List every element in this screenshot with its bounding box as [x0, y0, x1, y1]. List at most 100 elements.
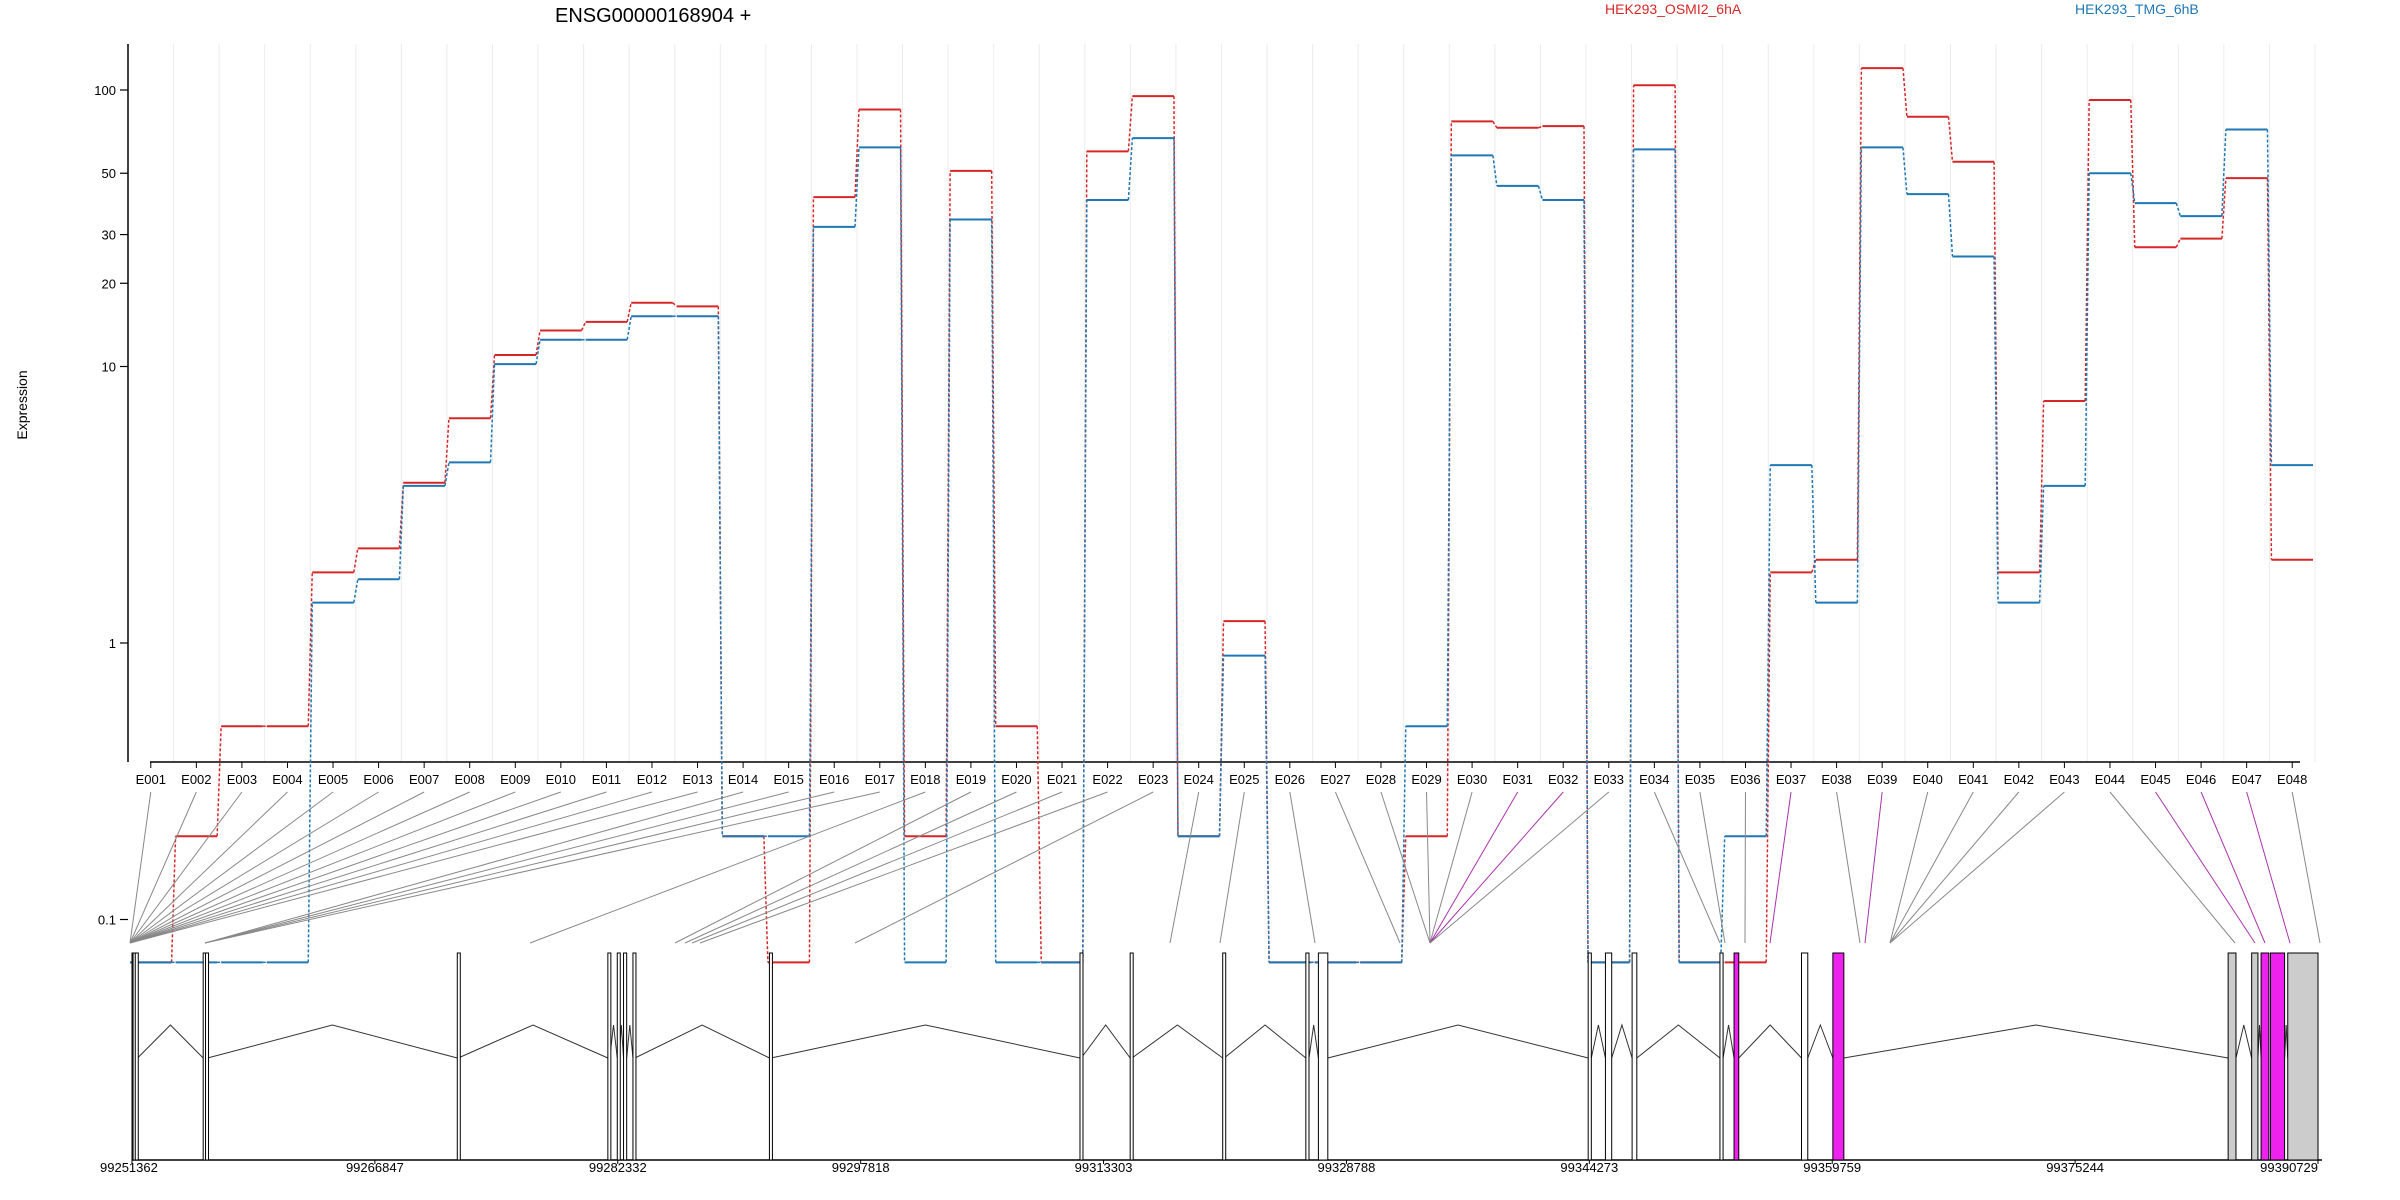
series-riser: [2175, 238, 2181, 248]
series-riser: [1856, 68, 1863, 560]
coord-label: 99344273: [1560, 1160, 1618, 1175]
exon-connector: [129, 791, 288, 944]
exon-label: E033: [1594, 772, 1624, 787]
exon-box: [1305, 952, 1310, 1161]
axes: 0.1 1 10 20 30 50 100 E001 E002 E003 E004 E005 E006 E…: [94, 44, 2307, 928]
exon-connector: [1889, 791, 2065, 944]
intron-line: [1843, 1024, 2229, 1059]
series-riser: [990, 219, 997, 963]
exon-connector: [129, 791, 698, 944]
exon-label: E027: [1320, 772, 1350, 787]
exon-box: [1719, 952, 1724, 1161]
series-riser: [353, 548, 359, 573]
series-riser: [216, 726, 222, 837]
exon-box: [2269, 952, 2286, 1161]
exon-connector: [204, 791, 744, 944]
exon-box: [456, 952, 461, 1161]
exon-connector: [2246, 791, 2291, 944]
exon-box: [1129, 952, 1134, 1161]
series-riser: [1765, 465, 1771, 837]
exon-connector: [1769, 791, 1792, 944]
exon-label: E036: [1730, 772, 1760, 787]
exon-connectors: [129, 791, 2321, 944]
series-riser: [535, 339, 541, 365]
exon-label: E022: [1092, 772, 1122, 787]
series-riser: [2175, 202, 2182, 217]
series-riser: [1811, 465, 1817, 603]
exon-label: E016: [819, 772, 849, 787]
exon-box: [1733, 952, 1740, 1161]
series-riser: [1264, 655, 1270, 963]
exon-label: E009: [500, 772, 530, 787]
exon-connector: [129, 791, 243, 944]
intron-line: [1738, 1024, 1802, 1059]
coord-label: 99282332: [589, 1160, 647, 1175]
y-tick-label: 100: [94, 83, 116, 98]
exon-connector: [129, 791, 152, 944]
exon-label: E047: [2231, 772, 2261, 787]
exon-connector: [1334, 791, 1401, 944]
exon-label: E003: [227, 772, 257, 787]
series-riser: [1492, 120, 1498, 129]
series-riser: [444, 462, 450, 487]
exon-connector: [204, 791, 789, 944]
exon-box: [1801, 952, 1809, 1161]
series-riser: [1492, 155, 1498, 186]
series-riser: [2038, 485, 2045, 603]
series-riser: [717, 316, 724, 837]
series-riser: [1628, 149, 1635, 963]
coord-label: 99313303: [1075, 1160, 1133, 1175]
series-riser: [1082, 200, 1088, 963]
exon-connector: [129, 791, 607, 944]
series-riser: [1719, 836, 1726, 963]
series-riser: [1947, 116, 1954, 162]
series-riser: [1947, 194, 1954, 257]
exon-connector: [2200, 791, 2266, 944]
exon-connector: [129, 791, 653, 944]
series-riser: [626, 316, 632, 340]
exon-label: E039: [1867, 772, 1897, 787]
chart-title: ENSG00000168904 +: [555, 5, 751, 27]
exon-box: [1222, 952, 1227, 1161]
exon-label: E032: [1548, 772, 1578, 787]
exon-box: [768, 952, 773, 1161]
exon-connector: [1289, 791, 1316, 944]
exon-label: E029: [1411, 772, 1441, 787]
gene-model: 99251362 99266847 99282332 99297818 99313303…: [100, 952, 2322, 1175]
exon-box: [623, 952, 628, 1161]
series-riser: [854, 147, 860, 227]
exon-label: E013: [682, 772, 712, 787]
exon-label: E005: [318, 772, 348, 787]
coord-label: 99359759: [1803, 1160, 1861, 1175]
exon-label: E024: [1184, 772, 1214, 787]
exon-connector: [129, 791, 334, 944]
intron-line: [1131, 1024, 1224, 1059]
exon-label: E001: [136, 772, 166, 787]
series-riser: [1036, 726, 1042, 963]
exon-connector: [204, 791, 880, 944]
exon-box: [2227, 952, 2237, 1161]
intron-line: [1327, 1024, 1589, 1059]
exon-connector: [1426, 791, 1431, 944]
exon-connector: [1429, 791, 1564, 944]
exon-box: [2260, 952, 2270, 1161]
legend-entry-tmg: HEK293_TMG_6hB: [2075, 1, 2199, 17]
exon-connector: [1219, 791, 1245, 944]
intron-line: [2257, 1024, 2262, 1059]
exon-connector: [529, 791, 926, 944]
exon-connector: [1429, 791, 1519, 944]
series-riser: [626, 302, 632, 323]
exon-label: E040: [1913, 772, 1943, 787]
intron-line: [1807, 1023, 1834, 1059]
exon-connector: [129, 791, 562, 944]
series-riser: [1856, 147, 1863, 603]
exon-label: E042: [2004, 772, 2034, 787]
series-riser: [1537, 185, 1544, 201]
series-riser: [489, 364, 496, 463]
series-riser: [1401, 726, 1407, 963]
series-riser: [1902, 147, 1908, 195]
intron-line: [2235, 1024, 2253, 1059]
exon-connector: [1889, 791, 1929, 944]
exon-connector: [1864, 791, 1883, 944]
